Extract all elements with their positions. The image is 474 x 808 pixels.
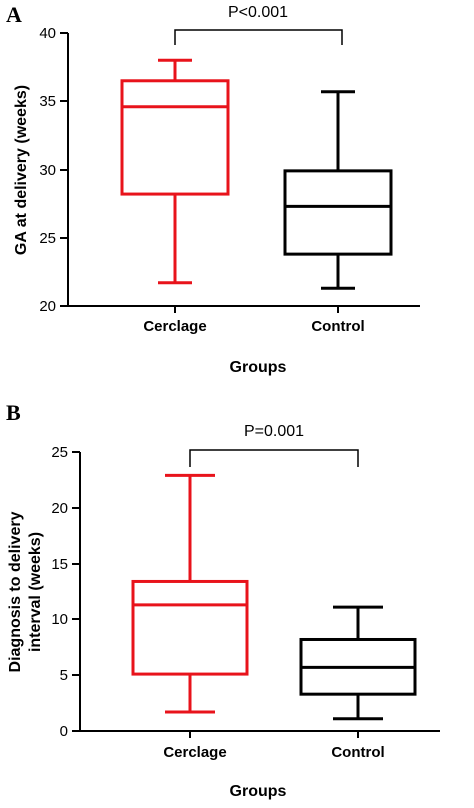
y-tick-label: 20 xyxy=(39,298,56,315)
box-cerclage xyxy=(120,58,230,285)
y-tick-label: 40 xyxy=(39,25,56,42)
y-tick-label: 10 xyxy=(51,611,68,628)
panel-label-a: A xyxy=(6,2,22,27)
y-axis-title-line-1: Diagnosis to delivery xyxy=(7,511,24,672)
x-axis-title: Groups xyxy=(230,783,287,800)
y-tick-label: 15 xyxy=(51,556,68,573)
panel-a: A P<0.001 20 25 30 35 40 Cerclage Contro… xyxy=(6,2,420,376)
box-iqr xyxy=(283,169,393,256)
box-control xyxy=(299,605,417,721)
box-plot-series xyxy=(120,58,393,290)
panel-b: B P=0.001 0 5 10 15 20 25 Cerclage Contr… xyxy=(6,400,440,800)
box-iqr xyxy=(131,579,249,676)
x-axis-title: Groups xyxy=(230,359,287,376)
significance-bracket xyxy=(189,449,359,467)
y-ticks: 20 25 30 35 40 xyxy=(39,25,68,315)
box-control xyxy=(283,90,393,290)
significance-bracket xyxy=(174,29,343,45)
significance-label: P<0.001 xyxy=(228,4,288,21)
y-tick-label: 20 xyxy=(51,500,68,517)
box-plot-series xyxy=(131,473,417,721)
category-label-cerclage: Cerclage xyxy=(163,744,226,761)
y-ticks: 0 5 10 15 20 25 xyxy=(51,444,80,740)
box-iqr xyxy=(120,79,230,196)
y-tick-label: 25 xyxy=(51,444,68,461)
category-label-control: Control xyxy=(331,744,384,761)
y-tick-label: 30 xyxy=(39,162,56,179)
y-tick-label: 0 xyxy=(60,723,68,740)
y-axis-title: GA at delivery (weeks) xyxy=(13,85,30,255)
y-tick-label: 35 xyxy=(39,93,56,110)
y-tick-label: 25 xyxy=(39,230,56,247)
panel-label-b: B xyxy=(6,400,21,425)
significance-label: P=0.001 xyxy=(244,423,304,440)
box-cerclage xyxy=(131,473,249,714)
category-label-cerclage: Cerclage xyxy=(143,318,206,335)
y-axis-title-line-2: interval (weeks) xyxy=(27,532,44,652)
y-tick-label: 5 xyxy=(60,667,68,684)
category-label-control: Control xyxy=(311,318,364,335)
